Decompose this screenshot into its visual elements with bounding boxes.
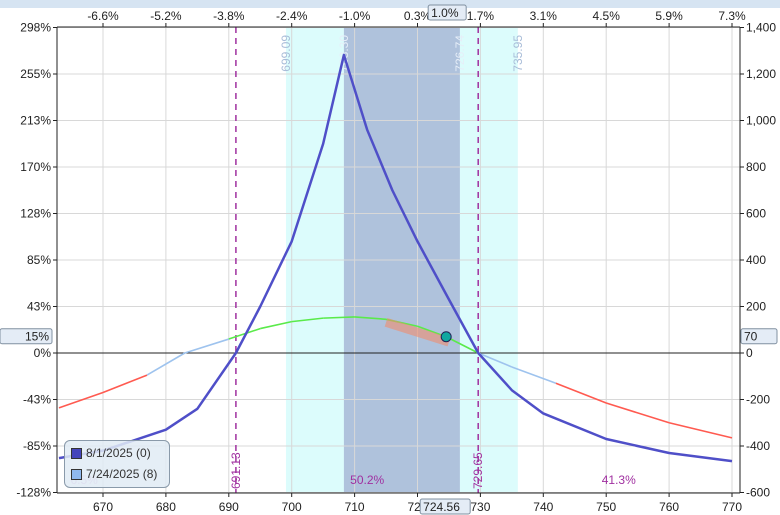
left-current-label: 15% xyxy=(25,330,49,344)
t0-curve-segment xyxy=(58,391,104,409)
t0-curve-segment xyxy=(354,316,387,321)
top-tick-label: 4.5% xyxy=(593,9,621,23)
left-tick-label: 128% xyxy=(20,207,51,221)
top-tick-label: -5.2% xyxy=(150,9,182,23)
legend-label: 8/1/2025 (0) xyxy=(86,446,151,460)
right-tick-label: -200 xyxy=(746,393,770,407)
top-current-label: 1.0% xyxy=(431,6,459,20)
zone-probability: 41.3% xyxy=(602,473,636,487)
right-tick-label: -400 xyxy=(746,439,770,453)
right-tick-label: 1,000 xyxy=(746,114,776,128)
x-tick-label: 770 xyxy=(722,500,742,514)
band-label: 708.30 xyxy=(337,35,351,72)
t0-curve-segment xyxy=(184,338,230,354)
bottom-current-price: 724.56 xyxy=(423,500,460,514)
current-price-marker xyxy=(440,331,452,343)
left-tick-label: -128% xyxy=(16,486,51,500)
x-tick-label: 700 xyxy=(282,500,302,514)
t0-curve-segment xyxy=(445,336,479,354)
x-tick-label: 750 xyxy=(596,500,616,514)
right-tick-label: 600 xyxy=(746,207,766,221)
bottom-current-price-box xyxy=(419,498,471,515)
top-tick-label: 5.9% xyxy=(655,9,683,23)
price-move-highlight xyxy=(384,317,451,347)
left-tick-label: 298% xyxy=(20,21,51,35)
legend-item[interactable]: 7/24/2025 (8) xyxy=(71,465,169,483)
x-tick-label: 680 xyxy=(156,500,176,514)
right-current-label: 70 xyxy=(744,330,758,344)
top-tick-label: -3.8% xyxy=(213,9,245,23)
right-current-label-box xyxy=(740,328,778,345)
right-tick-label: 800 xyxy=(746,160,766,174)
t0-curve-segment xyxy=(291,317,324,323)
left-tick-label: 170% xyxy=(20,160,51,174)
left-tick-label: -85% xyxy=(23,439,51,453)
right-tick-label: -600 xyxy=(746,486,770,500)
breakeven-label: 729.65 xyxy=(471,452,485,489)
legend-item[interactable]: 8/1/2025 (0) xyxy=(71,444,169,462)
left-tick-label: 255% xyxy=(20,67,51,81)
left-tick-label: 43% xyxy=(27,300,51,314)
top-tick-label: -1.0% xyxy=(339,9,371,23)
x-tick-label: 730 xyxy=(470,500,490,514)
legend[interactable]: 8/1/2025 (0) 7/24/2025 (8) xyxy=(64,440,170,488)
t0-curve-segment xyxy=(146,352,186,376)
t0-curve-segment xyxy=(668,421,733,439)
zone-probability: 50.2% xyxy=(350,473,384,487)
band-label: 726.74 xyxy=(453,35,467,72)
left-tick-label: 0% xyxy=(34,346,52,360)
right-tick-label: 1,200 xyxy=(746,67,776,81)
right-tick-label: 400 xyxy=(746,253,766,267)
right-tick-label: 200 xyxy=(746,300,766,314)
legend-label: 7/24/2025 (8) xyxy=(86,467,158,481)
top-strip xyxy=(0,0,780,8)
left-current-label-box xyxy=(0,328,53,345)
x-tick-label: 670 xyxy=(93,500,113,514)
t0-curve-segment xyxy=(228,327,261,340)
x-tick-label: 710 xyxy=(345,500,365,514)
top-tick-label: -2.4% xyxy=(276,9,308,23)
t0-curve-segment xyxy=(323,316,355,319)
breakeven-label: 691.13 xyxy=(229,452,243,489)
x-tick-label: 690 xyxy=(219,500,239,514)
expiration-curve xyxy=(58,53,733,463)
t0-curve-segment xyxy=(511,366,557,384)
t0-curve-segment xyxy=(477,352,513,368)
top-tick-label: 3.1% xyxy=(530,9,558,23)
band-label: 735.95 xyxy=(511,35,525,72)
x-tick-label: 740 xyxy=(533,500,553,514)
left-tick-label: -43% xyxy=(23,393,51,407)
top-tick-label: 0.3% xyxy=(404,9,432,23)
t0-curve-segment xyxy=(102,374,148,394)
x-tick-label: 760 xyxy=(659,500,679,514)
left-tick-label: 85% xyxy=(27,253,51,267)
right-tick-label: 0 xyxy=(746,346,753,360)
legend-swatch xyxy=(71,447,82,459)
t0-curve-segment xyxy=(605,402,670,424)
t0-curve-segment xyxy=(555,382,607,404)
left-tick-label: 213% xyxy=(20,114,51,128)
top-current-label-box xyxy=(427,4,467,21)
legend-swatch xyxy=(71,468,82,480)
t0-curve-segment xyxy=(260,320,292,330)
right-tick-label: 1,400 xyxy=(746,21,776,35)
top-tick-label: 1.7% xyxy=(467,9,495,23)
top-tick-label: 7.3% xyxy=(718,9,746,23)
band-label: 699.09 xyxy=(279,35,293,72)
top-tick-label: -6.6% xyxy=(87,9,119,23)
